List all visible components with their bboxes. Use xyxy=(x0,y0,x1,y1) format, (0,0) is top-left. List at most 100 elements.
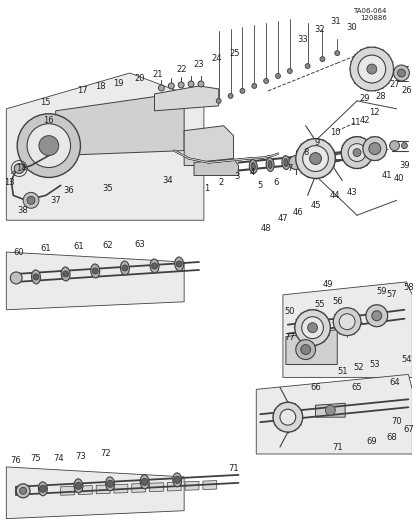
Circle shape xyxy=(16,484,30,498)
Text: 8: 8 xyxy=(303,148,308,157)
Text: 1: 1 xyxy=(204,184,210,193)
Text: 17: 17 xyxy=(77,87,88,96)
Circle shape xyxy=(390,140,399,150)
Text: 49: 49 xyxy=(322,280,333,289)
Text: 3: 3 xyxy=(234,172,239,181)
Text: 120886: 120886 xyxy=(360,15,386,21)
Circle shape xyxy=(151,263,158,269)
Text: 20: 20 xyxy=(134,74,145,83)
Circle shape xyxy=(158,85,164,91)
Text: 59: 59 xyxy=(376,287,387,296)
Ellipse shape xyxy=(120,261,129,275)
Text: 62: 62 xyxy=(103,241,114,250)
Circle shape xyxy=(178,82,184,88)
Text: 71: 71 xyxy=(332,442,342,451)
Circle shape xyxy=(40,485,46,492)
Text: 53: 53 xyxy=(369,360,380,369)
Text: 56: 56 xyxy=(332,297,342,306)
Text: 33: 33 xyxy=(297,35,308,44)
Text: 15: 15 xyxy=(41,98,51,107)
Text: 7: 7 xyxy=(287,164,292,173)
Polygon shape xyxy=(79,486,92,495)
Circle shape xyxy=(27,196,35,204)
Polygon shape xyxy=(167,482,181,491)
Text: 6: 6 xyxy=(273,178,279,187)
Polygon shape xyxy=(256,374,412,454)
Circle shape xyxy=(333,308,361,336)
Ellipse shape xyxy=(150,259,159,273)
Circle shape xyxy=(372,311,382,320)
Text: 13: 13 xyxy=(4,178,15,187)
Ellipse shape xyxy=(173,473,182,487)
Polygon shape xyxy=(184,126,233,165)
Circle shape xyxy=(307,323,317,333)
Text: 66: 66 xyxy=(310,383,321,392)
Text: 11: 11 xyxy=(350,118,360,127)
Ellipse shape xyxy=(266,157,274,172)
Text: 50: 50 xyxy=(285,307,295,316)
Text: TA06-064: TA06-064 xyxy=(353,8,386,14)
Circle shape xyxy=(188,81,194,87)
Polygon shape xyxy=(114,484,128,493)
Circle shape xyxy=(75,483,82,489)
Text: 46: 46 xyxy=(292,208,303,217)
Polygon shape xyxy=(286,329,337,364)
Text: 10: 10 xyxy=(330,128,341,137)
Polygon shape xyxy=(56,96,184,156)
Text: 5: 5 xyxy=(258,181,263,190)
Circle shape xyxy=(176,261,182,267)
Circle shape xyxy=(168,83,174,89)
Text: 25: 25 xyxy=(229,49,240,58)
Circle shape xyxy=(228,93,233,98)
Circle shape xyxy=(398,69,406,77)
Text: 60: 60 xyxy=(14,248,25,257)
Polygon shape xyxy=(283,282,412,378)
Circle shape xyxy=(174,476,181,483)
Circle shape xyxy=(39,136,59,156)
Ellipse shape xyxy=(32,270,40,284)
Circle shape xyxy=(339,314,355,329)
Text: 58: 58 xyxy=(403,284,414,293)
Polygon shape xyxy=(194,158,238,175)
Circle shape xyxy=(10,272,22,284)
Circle shape xyxy=(366,305,388,327)
Circle shape xyxy=(325,406,335,415)
Text: 14: 14 xyxy=(16,164,26,173)
Text: 9: 9 xyxy=(315,138,320,147)
Circle shape xyxy=(296,340,315,360)
Text: 52: 52 xyxy=(354,363,364,372)
Circle shape xyxy=(240,88,245,93)
Circle shape xyxy=(17,114,80,177)
Text: 30: 30 xyxy=(347,23,357,32)
Circle shape xyxy=(289,156,303,169)
Ellipse shape xyxy=(251,163,255,171)
Circle shape xyxy=(296,139,335,178)
Circle shape xyxy=(367,64,377,74)
Text: 41: 41 xyxy=(381,171,392,180)
Text: 21: 21 xyxy=(152,71,163,80)
Text: 64: 64 xyxy=(389,378,400,387)
Polygon shape xyxy=(6,252,184,310)
Text: 74: 74 xyxy=(53,455,64,464)
Polygon shape xyxy=(61,486,74,495)
Circle shape xyxy=(33,274,39,280)
Circle shape xyxy=(305,63,310,69)
Text: 77: 77 xyxy=(285,333,295,342)
Circle shape xyxy=(264,79,269,83)
Circle shape xyxy=(363,137,386,161)
Circle shape xyxy=(198,81,204,87)
Circle shape xyxy=(341,137,373,168)
Polygon shape xyxy=(6,467,184,518)
Text: 32: 32 xyxy=(314,25,325,34)
Circle shape xyxy=(252,83,257,88)
Text: 29: 29 xyxy=(360,95,370,103)
Text: 40: 40 xyxy=(393,174,404,183)
Polygon shape xyxy=(150,483,163,492)
Circle shape xyxy=(280,409,296,425)
Polygon shape xyxy=(203,480,217,489)
Text: 63: 63 xyxy=(134,240,145,249)
Text: 75: 75 xyxy=(31,455,41,464)
Text: 72: 72 xyxy=(100,449,110,458)
Text: 44: 44 xyxy=(330,191,341,200)
Text: 65: 65 xyxy=(352,383,362,392)
